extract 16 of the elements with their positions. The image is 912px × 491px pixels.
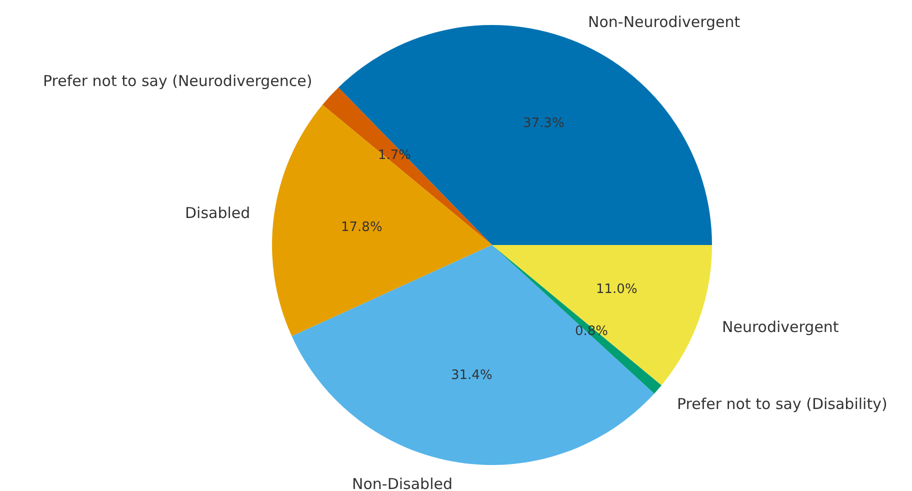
pie-slice <box>492 245 662 394</box>
data-label: 17.8% <box>341 220 382 235</box>
pie-slice <box>272 104 492 336</box>
slice-label: Non-Neurodivergent <box>588 13 740 31</box>
data-label: 0.8% <box>575 324 608 339</box>
slice-label: Neurodivergent <box>722 318 839 336</box>
slice-label: Disabled <box>185 204 250 222</box>
data-label: 11.0% <box>596 282 638 297</box>
slice-label: Prefer not to say (Disability) <box>677 395 888 413</box>
pie-slice <box>492 245 712 386</box>
pie-slice <box>292 245 654 465</box>
slice-label: Non-Disabled <box>352 475 452 491</box>
data-label: 31.4% <box>451 368 492 383</box>
data-label: 37.3% <box>523 116 564 131</box>
pie-slice <box>322 87 492 245</box>
slice-label: Prefer not to say (Neurodivergence) <box>43 72 312 90</box>
